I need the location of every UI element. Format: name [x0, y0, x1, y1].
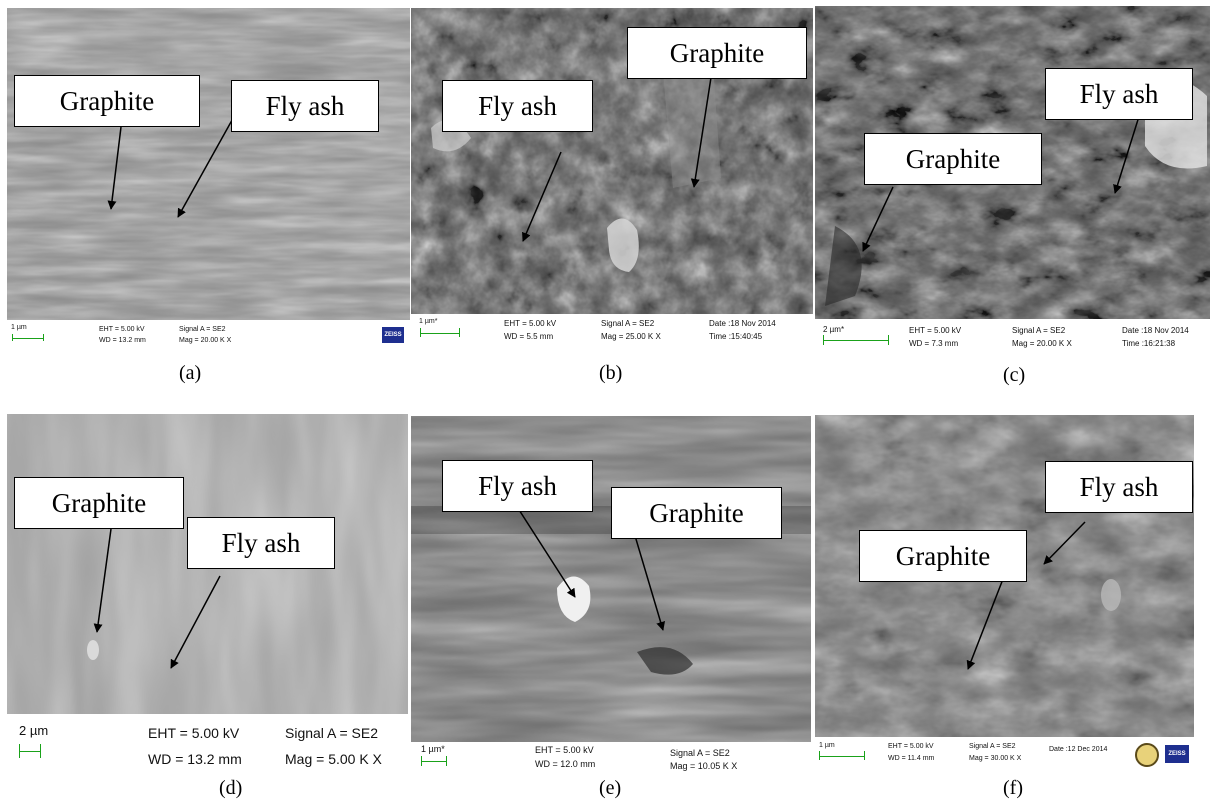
eht-value: EHT = 5.00 kV	[99, 326, 145, 333]
scale-bar	[19, 744, 41, 758]
wd-value: WD = 12.0 mm	[535, 759, 596, 769]
caption-e: (e)	[599, 777, 622, 799]
mag-value: Mag = 20.00 K X	[179, 337, 232, 344]
label-b-flyash: Fly ash	[442, 80, 593, 132]
eht-value: EHT = 5.00 kV	[909, 326, 962, 335]
signal-value: Signal A = SE2	[285, 725, 379, 741]
info-bar-e: 1 µm* EHT = 5.00 kV WD = 12.0 mm Signal …	[411, 742, 811, 772]
scale-bar	[823, 335, 889, 345]
scale-label: 1 µm*	[421, 744, 445, 754]
caption-c: (c)	[1003, 364, 1026, 386]
signal-value: Signal A = SE2	[1012, 326, 1066, 335]
label-b-graphite: Graphite	[627, 27, 807, 79]
wd-value: WD = 5.5 mm	[504, 332, 554, 341]
mag-value: Mag = 20.00 K X	[1012, 339, 1072, 348]
scale-bar	[420, 328, 460, 337]
wd-value: WD = 13.2 mm	[99, 337, 146, 344]
time-value: Time :16:21:38	[1122, 339, 1176, 348]
info-bar-d: 2 µm EHT = 5.00 kV WD = 13.2 mm Signal A…	[7, 714, 408, 777]
label-a-flyash: Fly ash	[231, 80, 379, 132]
label-c-flyash: Fly ash	[1045, 68, 1193, 120]
mag-value: Mag = 25.00 K X	[601, 332, 661, 341]
label-a-graphite: Graphite	[14, 75, 200, 127]
date-value: Date :18 Nov 2014	[1122, 326, 1189, 335]
sem-panel-d: 2 µm EHT = 5.00 kV WD = 13.2 mm Signal A…	[7, 414, 408, 777]
date-value: Date :12 Dec 2014	[1049, 746, 1108, 753]
caption-b: (b)	[599, 362, 623, 384]
eht-value: EHT = 5.00 kV	[535, 745, 594, 755]
label-e-graphite: Graphite	[611, 487, 782, 539]
scale-label: 1 µm	[11, 324, 27, 331]
label-d-graphite: Graphite	[14, 477, 184, 529]
sem-image-a	[7, 8, 410, 320]
info-bar-a: 1 µm EHT = 5.00 kV WD = 13.2 mm Signal A…	[7, 320, 410, 349]
signal-value: Signal A = SE2	[179, 326, 226, 333]
caption-a: (a)	[179, 362, 202, 384]
wd-value: WD = 13.2 mm	[148, 751, 242, 767]
label-f-graphite: Graphite	[859, 530, 1027, 582]
scale-label: 2 µm	[19, 723, 49, 738]
label-d-flyash: Fly ash	[187, 517, 335, 569]
sem-panel-a: 1 µm EHT = 5.00 kV WD = 13.2 mm Signal A…	[7, 8, 410, 349]
label-c-graphite: Graphite	[864, 133, 1042, 185]
wd-value: WD = 7.3 mm	[909, 339, 959, 348]
info-bar-b: 1 µm* EHT = 5.00 kV WD = 5.5 mm Signal A…	[411, 314, 813, 347]
mag-value: Mag = 30.00 K X	[969, 755, 1022, 762]
wd-value: WD = 11.4 mm	[888, 755, 935, 762]
eht-value: EHT = 5.00 kV	[504, 319, 557, 328]
signal-value: Signal A = SE2	[969, 743, 1016, 750]
eht-value: EHT = 5.00 kV	[148, 725, 240, 741]
signal-value: Signal A = SE2	[601, 319, 655, 328]
scale-label: 1 µm	[819, 742, 835, 749]
caption-d: (d)	[219, 777, 243, 799]
label-e-flyash: Fly ash	[442, 460, 593, 512]
info-bar-f: 1 µm EHT = 5.00 kV WD = 11.4 mm Signal A…	[815, 737, 1194, 771]
eht-value: EHT = 5.00 kV	[888, 743, 934, 750]
label-f-flyash: Fly ash	[1045, 461, 1193, 513]
time-value: Time :15:40:45	[709, 332, 763, 341]
signal-value: Signal A = SE2	[670, 748, 730, 758]
mag-value: Mag = 5.00 K X	[285, 751, 382, 767]
scale-label: 1 µm*	[419, 318, 438, 325]
scale-bar	[12, 334, 44, 341]
institute-seal-icon	[1135, 743, 1159, 767]
info-bar-c: 2 µm* EHT = 5.00 kV WD = 7.3 mm Signal A…	[815, 319, 1210, 353]
mag-value: Mag = 10.05 K X	[670, 761, 738, 771]
scale-bar	[421, 756, 447, 766]
caption-f: (f)	[1003, 777, 1023, 799]
scale-label: 2 µm*	[823, 325, 845, 334]
date-value: Date :18 Nov 2014	[709, 319, 776, 328]
zeiss-logo: ZEISS	[1165, 745, 1189, 763]
zeiss-logo: ZEISS	[382, 327, 404, 343]
scale-bar	[819, 751, 865, 760]
